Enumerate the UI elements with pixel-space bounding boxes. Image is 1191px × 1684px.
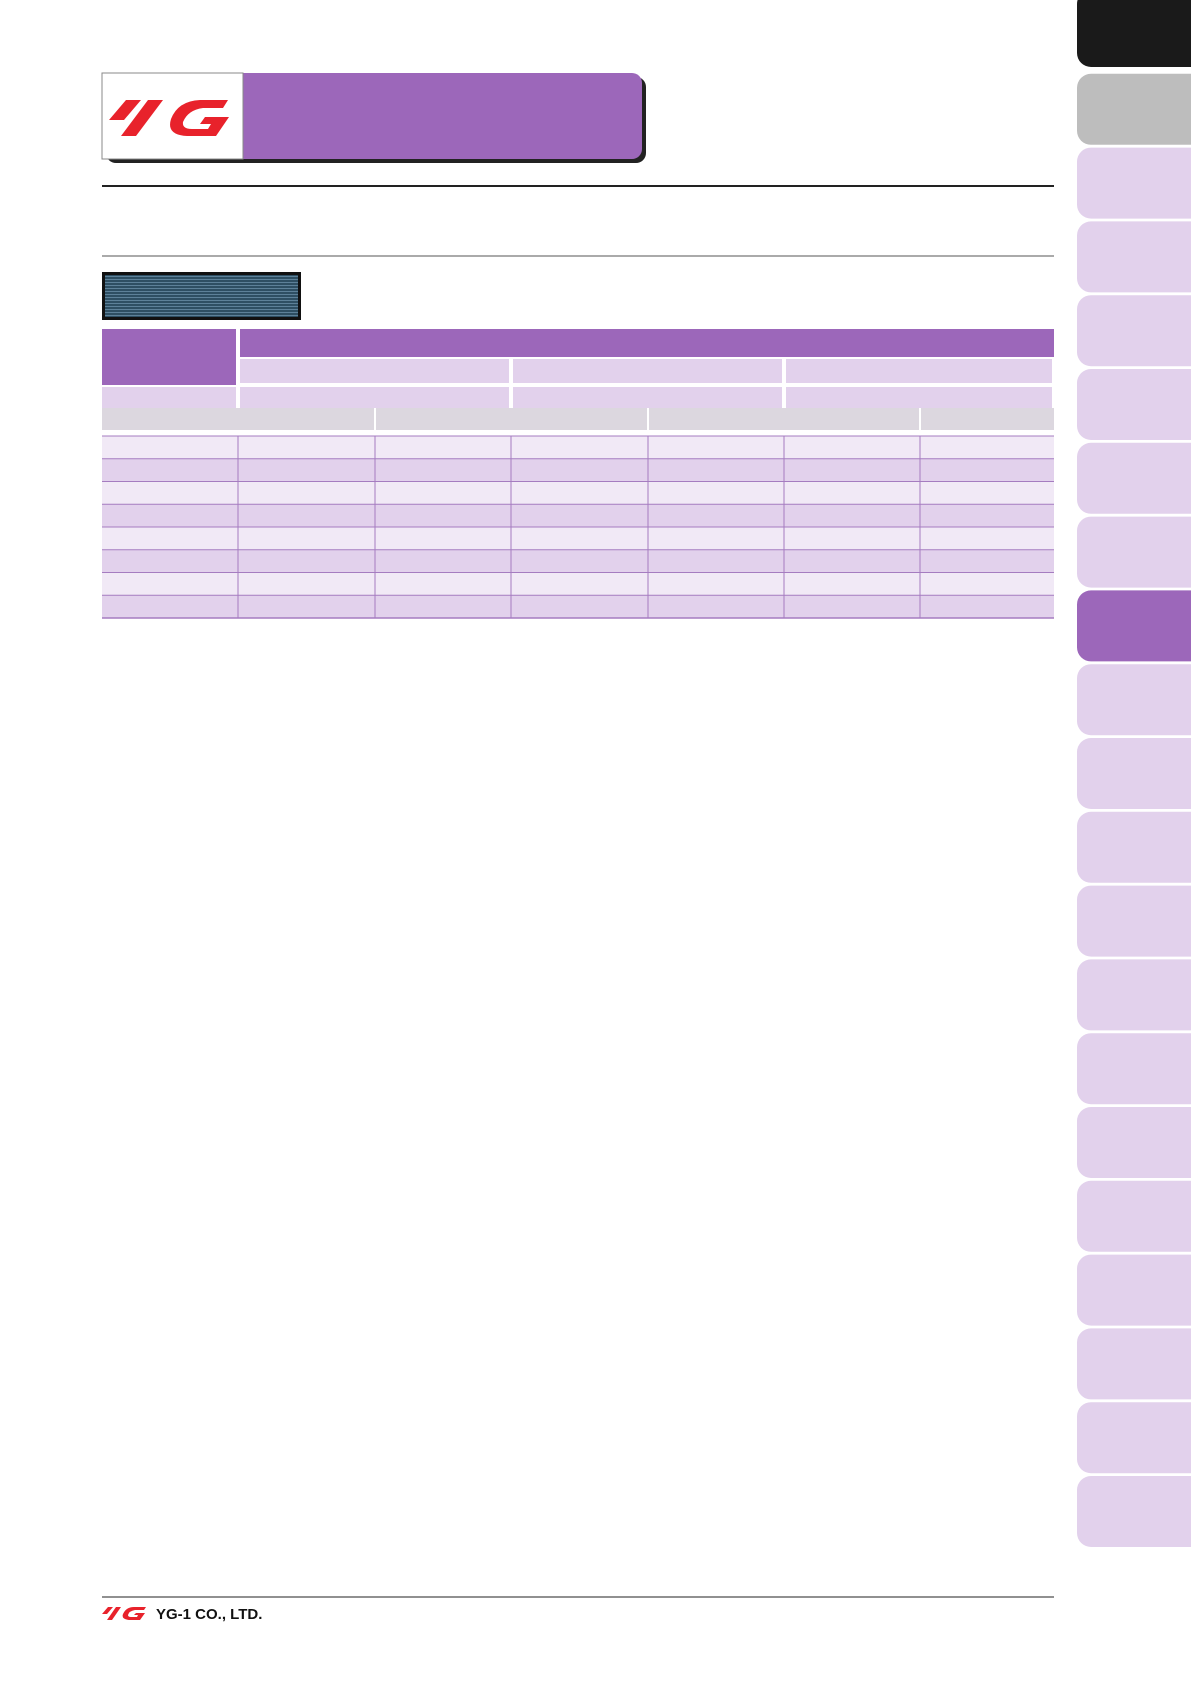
side-tab [1077,0,1191,67]
header-cell [786,387,1052,408]
side-tab [1077,1402,1191,1474]
side-tab [1077,811,1191,883]
side-tab [1077,442,1191,514]
footer-logo [102,1607,146,1620]
spec-table [102,329,1054,619]
header-cell [513,387,782,408]
side-tab [1077,1328,1191,1400]
table-row [102,504,1054,527]
side-tab [1077,1254,1191,1326]
header-cell [786,359,1052,383]
table-row [102,549,1054,573]
header-cell [102,329,236,385]
side-tab [1077,1033,1191,1105]
header-cell [240,359,509,383]
side-tab [1077,1180,1191,1252]
side-tab [1077,664,1191,736]
side-tab [1077,590,1191,662]
side-tab [1077,959,1191,1031]
header-cell [102,387,236,408]
side-tabs [1077,0,1191,1547]
side-tab [1077,1107,1191,1178]
footer-company: YG-1 CO., LTD. [156,1606,262,1623]
header-cell [102,408,1054,430]
table-row [102,458,1054,482]
logo [109,100,229,136]
section-button [105,275,298,317]
side-tab [1077,221,1191,293]
header-cell [513,359,782,383]
table-row [102,527,1054,550]
side-tab [1077,295,1191,367]
side-tab [1077,738,1191,809]
side-tab [1077,147,1191,219]
side-tab [1077,885,1191,957]
side-tab [1077,73,1191,145]
table-row [102,436,1054,459]
table-row [102,595,1054,618]
header-cell [240,387,509,408]
header-cell [240,329,1054,357]
side-tab [1077,1476,1191,1547]
table-row [102,572,1054,596]
table-row [102,481,1054,505]
side-tab [1077,516,1191,588]
side-tab [1077,369,1191,440]
